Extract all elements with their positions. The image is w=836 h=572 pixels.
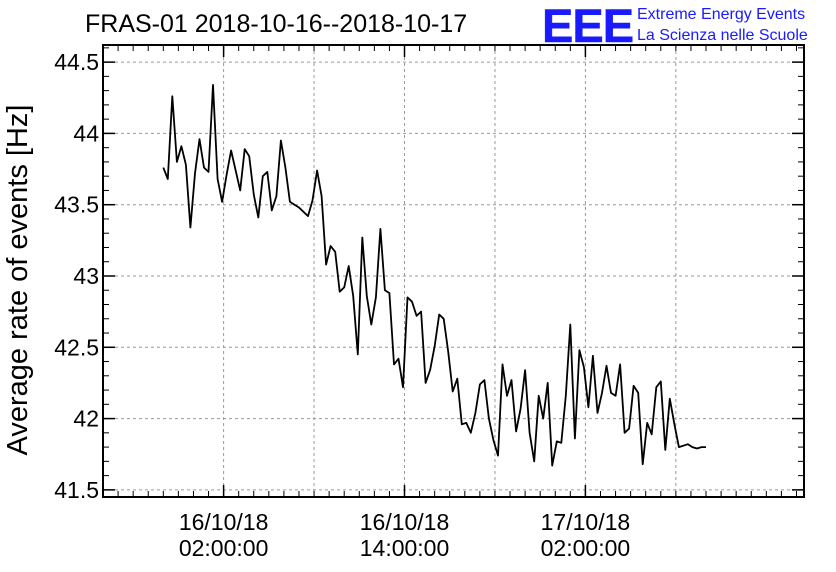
y-tick-label: 42.5 [54, 334, 99, 360]
gridlines [103, 45, 804, 497]
axis-ticks [102, 45, 804, 497]
y-tick-label: 43 [73, 263, 99, 289]
y-tick-label: 44.5 [54, 49, 99, 75]
chart-title: FRAS-01 2018-10-16--2018-10-17 [85, 10, 467, 38]
eee-logo: EEE Extreme Energy Events La Scienza nel… [542, 0, 808, 52]
logo-line-1: Extreme Energy Events [637, 6, 805, 23]
x-tick-label-date: 16/10/18 [360, 509, 450, 535]
y-tick-label: 43.5 [54, 192, 99, 218]
plot-frame [102, 44, 805, 498]
tick-labels: 41.54242.54343.54444.516/10/1802:00:0016… [54, 49, 630, 561]
x-tick-label-time: 02:00:00 [179, 535, 269, 561]
eee-logo-mark: EEE [542, 0, 633, 52]
x-tick-label-date: 16/10/18 [179, 509, 269, 535]
data-layer [162, 84, 706, 467]
logo-line-2: La Scienza nelle Scuole [637, 27, 808, 44]
y-tick-label: 44 [73, 120, 99, 146]
y-tick-label: 41.5 [54, 477, 99, 503]
x-tick-label-time: 02:00:00 [541, 535, 631, 561]
y-tick-label: 42 [73, 406, 99, 432]
x-tick-label-time: 14:00:00 [360, 535, 450, 561]
y-axis-label: Average rate of events [Hz] [2, 105, 34, 456]
rate-series-line [162, 84, 706, 467]
x-tick-label-date: 17/10/18 [541, 509, 631, 535]
